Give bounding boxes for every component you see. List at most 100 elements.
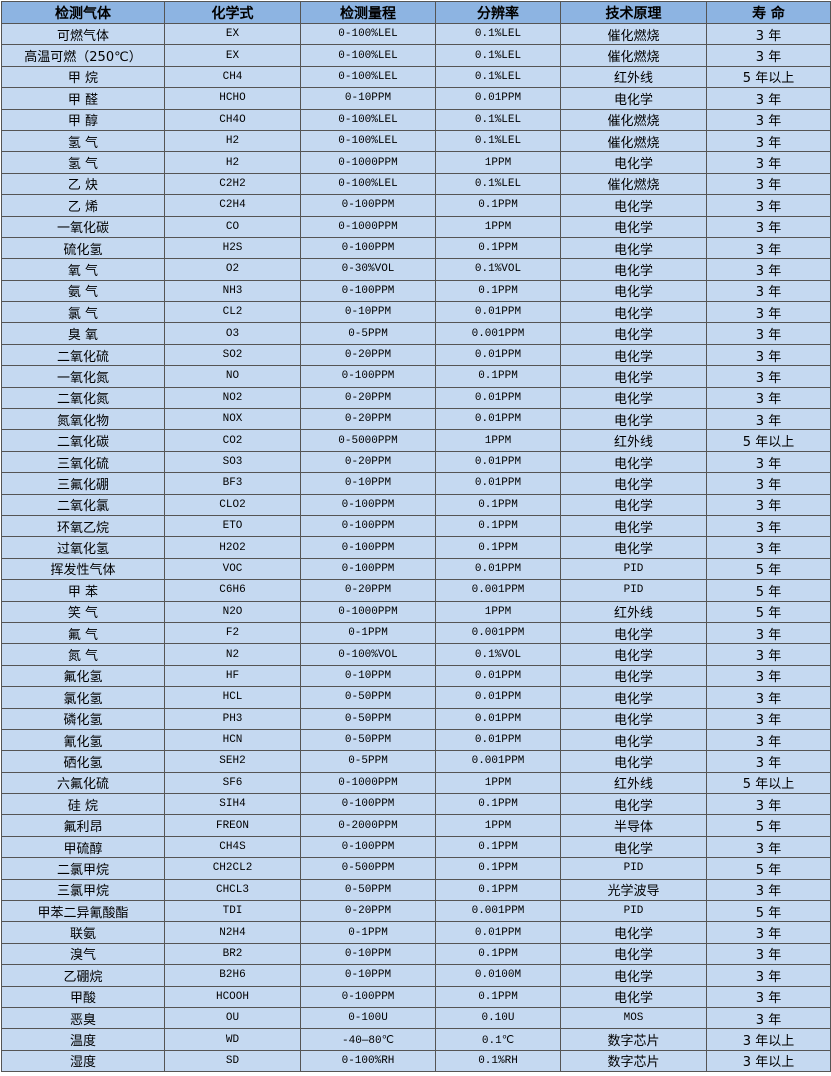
cell-formula: FREON bbox=[164, 814, 301, 837]
cell-resolution: 0.1PPM bbox=[435, 857, 561, 880]
cell-formula: CLO2 bbox=[164, 493, 301, 516]
cell-formula: CH4S bbox=[164, 835, 301, 859]
cell-resolution: 0.1PPM bbox=[435, 236, 561, 260]
cell-principle: PID bbox=[560, 857, 707, 880]
cell-resolution: 0.01PPM bbox=[435, 557, 561, 581]
cell-gas-name: 臭 氧 bbox=[1, 322, 165, 345]
cell-principle: 电化学 bbox=[560, 985, 707, 1008]
cell-range: 0-10PPM bbox=[300, 664, 436, 688]
cell-formula: CO bbox=[164, 215, 301, 238]
cell-range: 0-50PPM bbox=[300, 728, 436, 752]
table-row: 乙 烯 C2H4 0-100PPM 0.1PPM 电化学 3 年 bbox=[1, 194, 831, 217]
cell-lifespan: 3 年 bbox=[706, 750, 831, 773]
cell-formula: N2O bbox=[164, 600, 301, 623]
cell-resolution: 1PPM bbox=[435, 429, 561, 452]
table-row: 氰化氢 HCN 0-50PPM 0.01PPM 电化学 3 年 bbox=[1, 728, 831, 752]
cell-range: 0-50PPM bbox=[300, 707, 436, 730]
table-row: 甲苯二异氰酸酯 TDI 0-20PPM 0.001PPM PID 5 年 bbox=[1, 900, 831, 923]
cell-lifespan: 3 年 bbox=[706, 172, 831, 196]
cell-gas-name: 三氟化硼 bbox=[1, 472, 165, 495]
cell-formula: WD bbox=[164, 1028, 301, 1051]
cell-range: 0-1PPM bbox=[300, 621, 436, 645]
cell-resolution: 0.1PPM bbox=[435, 878, 561, 902]
cell-gas-name: 二氧化氯 bbox=[1, 493, 165, 516]
cell-range: 0-5PPM bbox=[300, 750, 436, 773]
cell-resolution: 0.001PPM bbox=[435, 579, 561, 602]
cell-lifespan: 3 年 bbox=[706, 194, 831, 217]
cell-lifespan: 3 年 bbox=[706, 365, 831, 388]
cell-gas-name: 联氨 bbox=[1, 921, 165, 944]
cell-principle: 电化学 bbox=[560, 750, 707, 773]
cell-range: 0-50PPM bbox=[300, 686, 436, 709]
cell-resolution: 0.10U bbox=[435, 1006, 561, 1030]
cell-principle: 电化学 bbox=[560, 194, 707, 217]
cell-gas-name: 环氧乙烷 bbox=[1, 514, 165, 538]
cell-range: 0-1000PPM bbox=[300, 215, 436, 238]
cell-range: 0-10PPM bbox=[300, 472, 436, 495]
cell-formula: ETO bbox=[164, 514, 301, 538]
cell-formula: HCOOH bbox=[164, 985, 301, 1008]
cell-formula: O2 bbox=[164, 258, 301, 281]
cell-principle: 电化学 bbox=[560, 258, 707, 281]
table-row: 氨 气 NH3 0-100PPM 0.1PPM 电化学 3 年 bbox=[1, 279, 831, 303]
cell-range: 0-1000PPM bbox=[300, 151, 436, 174]
cell-lifespan: 3 年 bbox=[706, 472, 831, 495]
cell-gas-name: 三氧化硫 bbox=[1, 450, 165, 474]
cell-principle: PID bbox=[560, 579, 707, 602]
cell-resolution: 0.1PPM bbox=[435, 365, 561, 388]
cell-resolution: 0.1%LEL bbox=[435, 44, 561, 67]
cell-range: 0-100U bbox=[300, 1006, 436, 1030]
cell-gas-name: 磷化氢 bbox=[1, 707, 165, 730]
cell-range: 0-1PPM bbox=[300, 921, 436, 944]
cell-lifespan: 3 年 bbox=[706, 408, 831, 431]
cell-principle: 催化燃烧 bbox=[560, 172, 707, 196]
cell-principle: 电化学 bbox=[560, 215, 707, 238]
cell-formula: CL2 bbox=[164, 301, 301, 324]
table-row: 高温可燃（250℃） EX 0-100%LEL 0.1%LEL 催化燃烧 3 年 bbox=[1, 44, 831, 67]
table-row: 一氧化氮 NO 0-100PPM 0.1PPM 电化学 3 年 bbox=[1, 365, 831, 388]
cell-resolution: 0.1PPM bbox=[435, 985, 561, 1008]
table-row: 甲 烷 CH4 0-100%LEL 0.1%LEL 红外线 5 年以上 bbox=[1, 65, 831, 89]
cell-lifespan: 3 年 bbox=[706, 493, 831, 516]
cell-gas-name: 温度 bbox=[1, 1028, 165, 1051]
cell-gas-name: 氢 气 bbox=[1, 151, 165, 174]
cell-lifespan: 3 年 bbox=[706, 258, 831, 281]
cell-gas-name: 可燃气体 bbox=[1, 22, 165, 46]
cell-principle: PID bbox=[560, 557, 707, 581]
cell-lifespan: 3 年以上 bbox=[706, 1049, 831, 1073]
table-row: 挥发性气体 VOC 0-100PPM 0.01PPM PID 5 年 bbox=[1, 557, 831, 581]
table-row: 三氟化硼 BF3 0-10PPM 0.01PPM 电化学 3 年 bbox=[1, 472, 831, 495]
cell-range: 0-20PPM bbox=[300, 408, 436, 431]
cell-resolution: 0.1PPM bbox=[435, 942, 561, 966]
cell-principle: 电化学 bbox=[560, 301, 707, 324]
cell-lifespan: 3 年 bbox=[706, 151, 831, 174]
cell-formula: F2 bbox=[164, 621, 301, 645]
cell-lifespan: 3 年 bbox=[706, 878, 831, 902]
cell-formula: HCN bbox=[164, 728, 301, 752]
cell-lifespan: 3 年 bbox=[706, 343, 831, 367]
cell-gas-name: 氮氧化物 bbox=[1, 408, 165, 431]
header-lifespan: 寿 命 bbox=[706, 1, 831, 24]
header-resolution: 分辨率 bbox=[435, 1, 561, 24]
cell-principle: 电化学 bbox=[560, 536, 707, 559]
cell-range: 0-1000PPM bbox=[300, 771, 436, 795]
cell-resolution: 1PPM bbox=[435, 215, 561, 238]
cell-formula: NH3 bbox=[164, 279, 301, 303]
cell-lifespan: 3 年 bbox=[706, 279, 831, 303]
table-row: 六氟化硫 SF6 0-1000PPM 1PPM 红外线 5 年以上 bbox=[1, 771, 831, 795]
cell-gas-name: 六氟化硫 bbox=[1, 771, 165, 795]
cell-range: 0-100%RH bbox=[300, 1049, 436, 1073]
cell-principle: 电化学 bbox=[560, 643, 707, 666]
cell-gas-name: 氟 气 bbox=[1, 621, 165, 645]
table-row: 三氯甲烷 CHCL3 0-50PPM 0.1PPM 光学波导 3 年 bbox=[1, 878, 831, 902]
cell-resolution: 0.01PPM bbox=[435, 450, 561, 474]
cell-range: 0-100PPM bbox=[300, 835, 436, 859]
cell-gas-name: 二氯甲烷 bbox=[1, 857, 165, 880]
cell-range: 0-100%VOL bbox=[300, 643, 436, 666]
cell-range: 0-20PPM bbox=[300, 386, 436, 410]
cell-resolution: 0.01PPM bbox=[435, 728, 561, 752]
cell-resolution: 0.001PPM bbox=[435, 750, 561, 773]
cell-principle: 电化学 bbox=[560, 365, 707, 388]
cell-principle: 电化学 bbox=[560, 942, 707, 966]
cell-lifespan: 3 年 bbox=[706, 942, 831, 966]
